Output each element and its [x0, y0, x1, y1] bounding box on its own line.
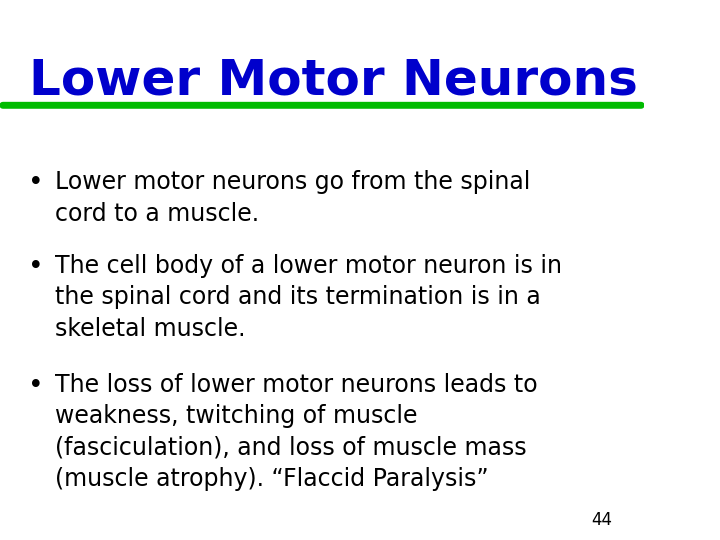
Text: The cell body of a lower motor neuron is in
the spinal cord and its termination : The cell body of a lower motor neuron is…	[55, 254, 562, 341]
Text: •: •	[27, 373, 43, 399]
Text: •: •	[27, 254, 43, 280]
Text: 44: 44	[591, 511, 612, 529]
Text: The loss of lower motor neurons leads to
weakness, twitching of muscle
(fascicul: The loss of lower motor neurons leads to…	[55, 373, 537, 491]
Text: •: •	[27, 170, 43, 196]
Text: Lower motor neurons go from the spinal
cord to a muscle.: Lower motor neurons go from the spinal c…	[55, 170, 530, 226]
Text: Lower Motor Neurons: Lower Motor Neurons	[29, 57, 638, 105]
